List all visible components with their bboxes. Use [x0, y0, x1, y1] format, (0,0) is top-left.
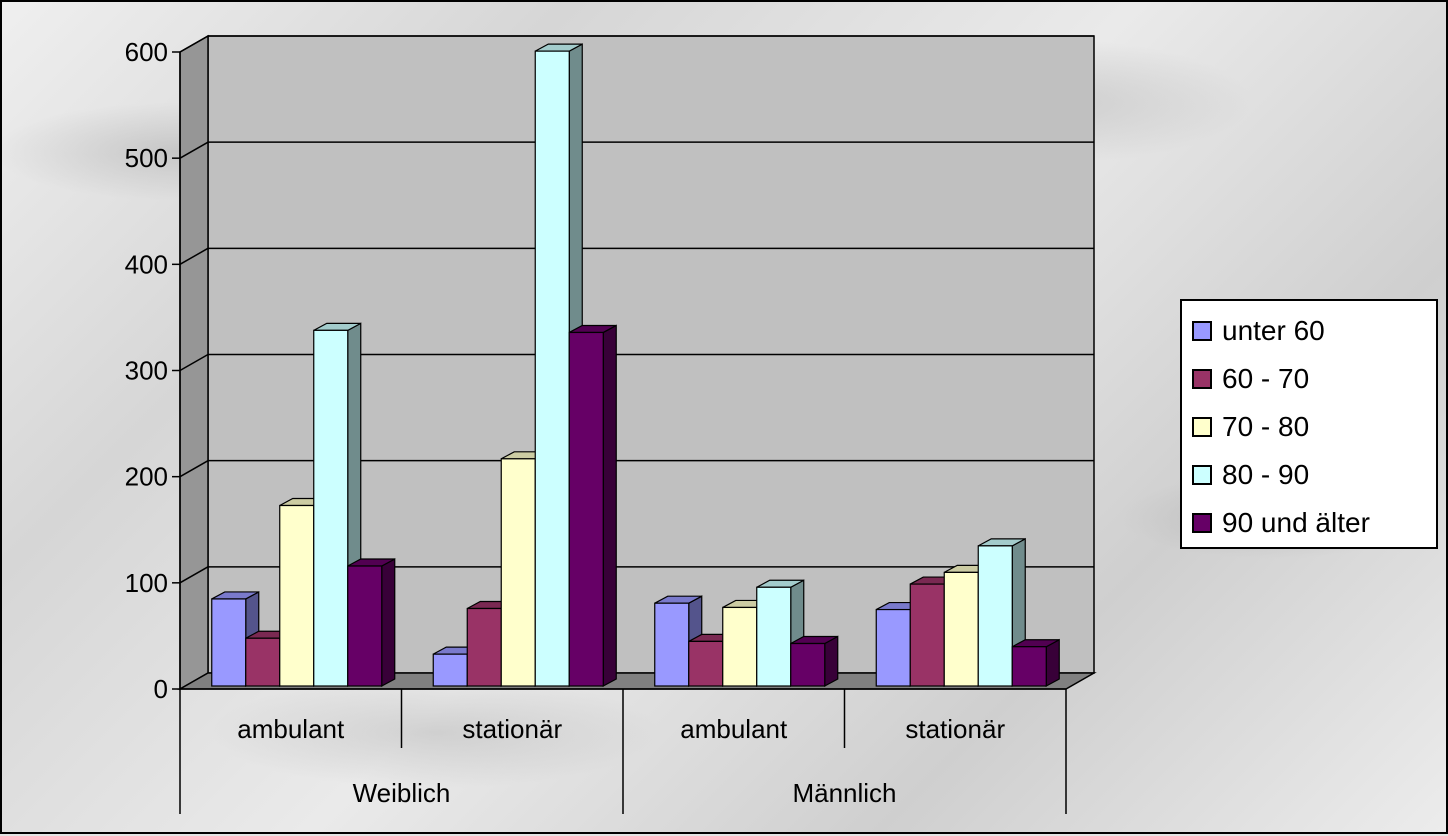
- group-label: Männlich: [792, 778, 896, 808]
- bar: [790, 635, 839, 688]
- y-tick-label: 0: [154, 674, 168, 704]
- axes: [179, 52, 1067, 814]
- bar: [568, 324, 617, 688]
- legend-item: 80 - 90: [1192, 451, 1436, 499]
- y-tick-label: 600: [125, 37, 168, 67]
- bar-front: [466, 607, 502, 687]
- legend-swatch: [1192, 417, 1212, 437]
- bar-side: [602, 324, 617, 688]
- y-tick-label: 300: [125, 356, 168, 386]
- bar-front: [500, 458, 536, 687]
- y-axis-tick-labels: 0 100 200 300 400 500 600: [125, 37, 168, 704]
- bar: [1011, 638, 1060, 688]
- bar-front: [432, 653, 468, 687]
- gridline-side: [179, 141, 209, 159]
- bar-front: [977, 545, 1013, 687]
- bar-front: [313, 329, 349, 687]
- legend-label: 80 - 90: [1222, 459, 1310, 490]
- bar-front: [943, 571, 979, 687]
- category-label: ambulant: [237, 714, 345, 744]
- bar-front: [245, 637, 281, 687]
- bar-side: [381, 558, 396, 688]
- bar-side: [1045, 638, 1060, 688]
- gridline-side: [179, 247, 209, 265]
- legend-item: 60 - 70: [1192, 355, 1436, 403]
- bar-front: [211, 598, 247, 687]
- bar: [347, 558, 396, 688]
- bar-front: [756, 586, 792, 687]
- bar-side: [824, 635, 839, 688]
- legend-label: 60 - 70: [1222, 363, 1310, 394]
- bar-front: [534, 50, 570, 687]
- legend-label: unter 60: [1222, 315, 1325, 346]
- gridline-side: [179, 460, 209, 478]
- legend-label: 90 und älter: [1222, 507, 1370, 538]
- y-tick-label: 500: [125, 143, 168, 173]
- y-tick-label: 400: [125, 249, 168, 279]
- category-label: stationär: [462, 714, 562, 744]
- bars: [211, 43, 1060, 688]
- bar-front: [654, 602, 690, 687]
- y-tick-label: 200: [125, 462, 168, 492]
- gridline-side: [179, 35, 209, 53]
- legend-item: 70 - 80: [1192, 403, 1436, 451]
- legend-swatch: [1192, 369, 1212, 389]
- gridline-side: [179, 566, 209, 584]
- category-label: stationär: [905, 714, 1005, 744]
- category-label: ambulant: [680, 714, 788, 744]
- group-label: Weiblich: [353, 778, 451, 808]
- bar-front: [722, 606, 758, 687]
- bar-front: [1011, 646, 1047, 687]
- legend-label: 70 - 80: [1222, 411, 1310, 442]
- legend-item: 90 und älter: [1192, 499, 1436, 547]
- legend: unter 60 60 - 70 70 - 80 80 - 90 90 und älte…: [1180, 299, 1438, 549]
- bar-front: [688, 640, 724, 687]
- gridline-side: [179, 353, 209, 372]
- legend-swatch: [1192, 513, 1212, 533]
- legend-swatch: [1192, 321, 1212, 341]
- bar-front: [347, 565, 383, 687]
- bar-front: [790, 642, 826, 687]
- bar-front: [909, 583, 945, 687]
- bar-front: [279, 504, 315, 687]
- legend-item: unter 60: [1192, 307, 1436, 355]
- y-tick-label: 100: [125, 568, 168, 598]
- bar-front: [568, 331, 604, 687]
- x-axis-labels: ambulant stationär ambulant stationär Weibli…: [237, 714, 1005, 808]
- legend-swatch: [1192, 465, 1212, 485]
- bar-front: [875, 608, 911, 687]
